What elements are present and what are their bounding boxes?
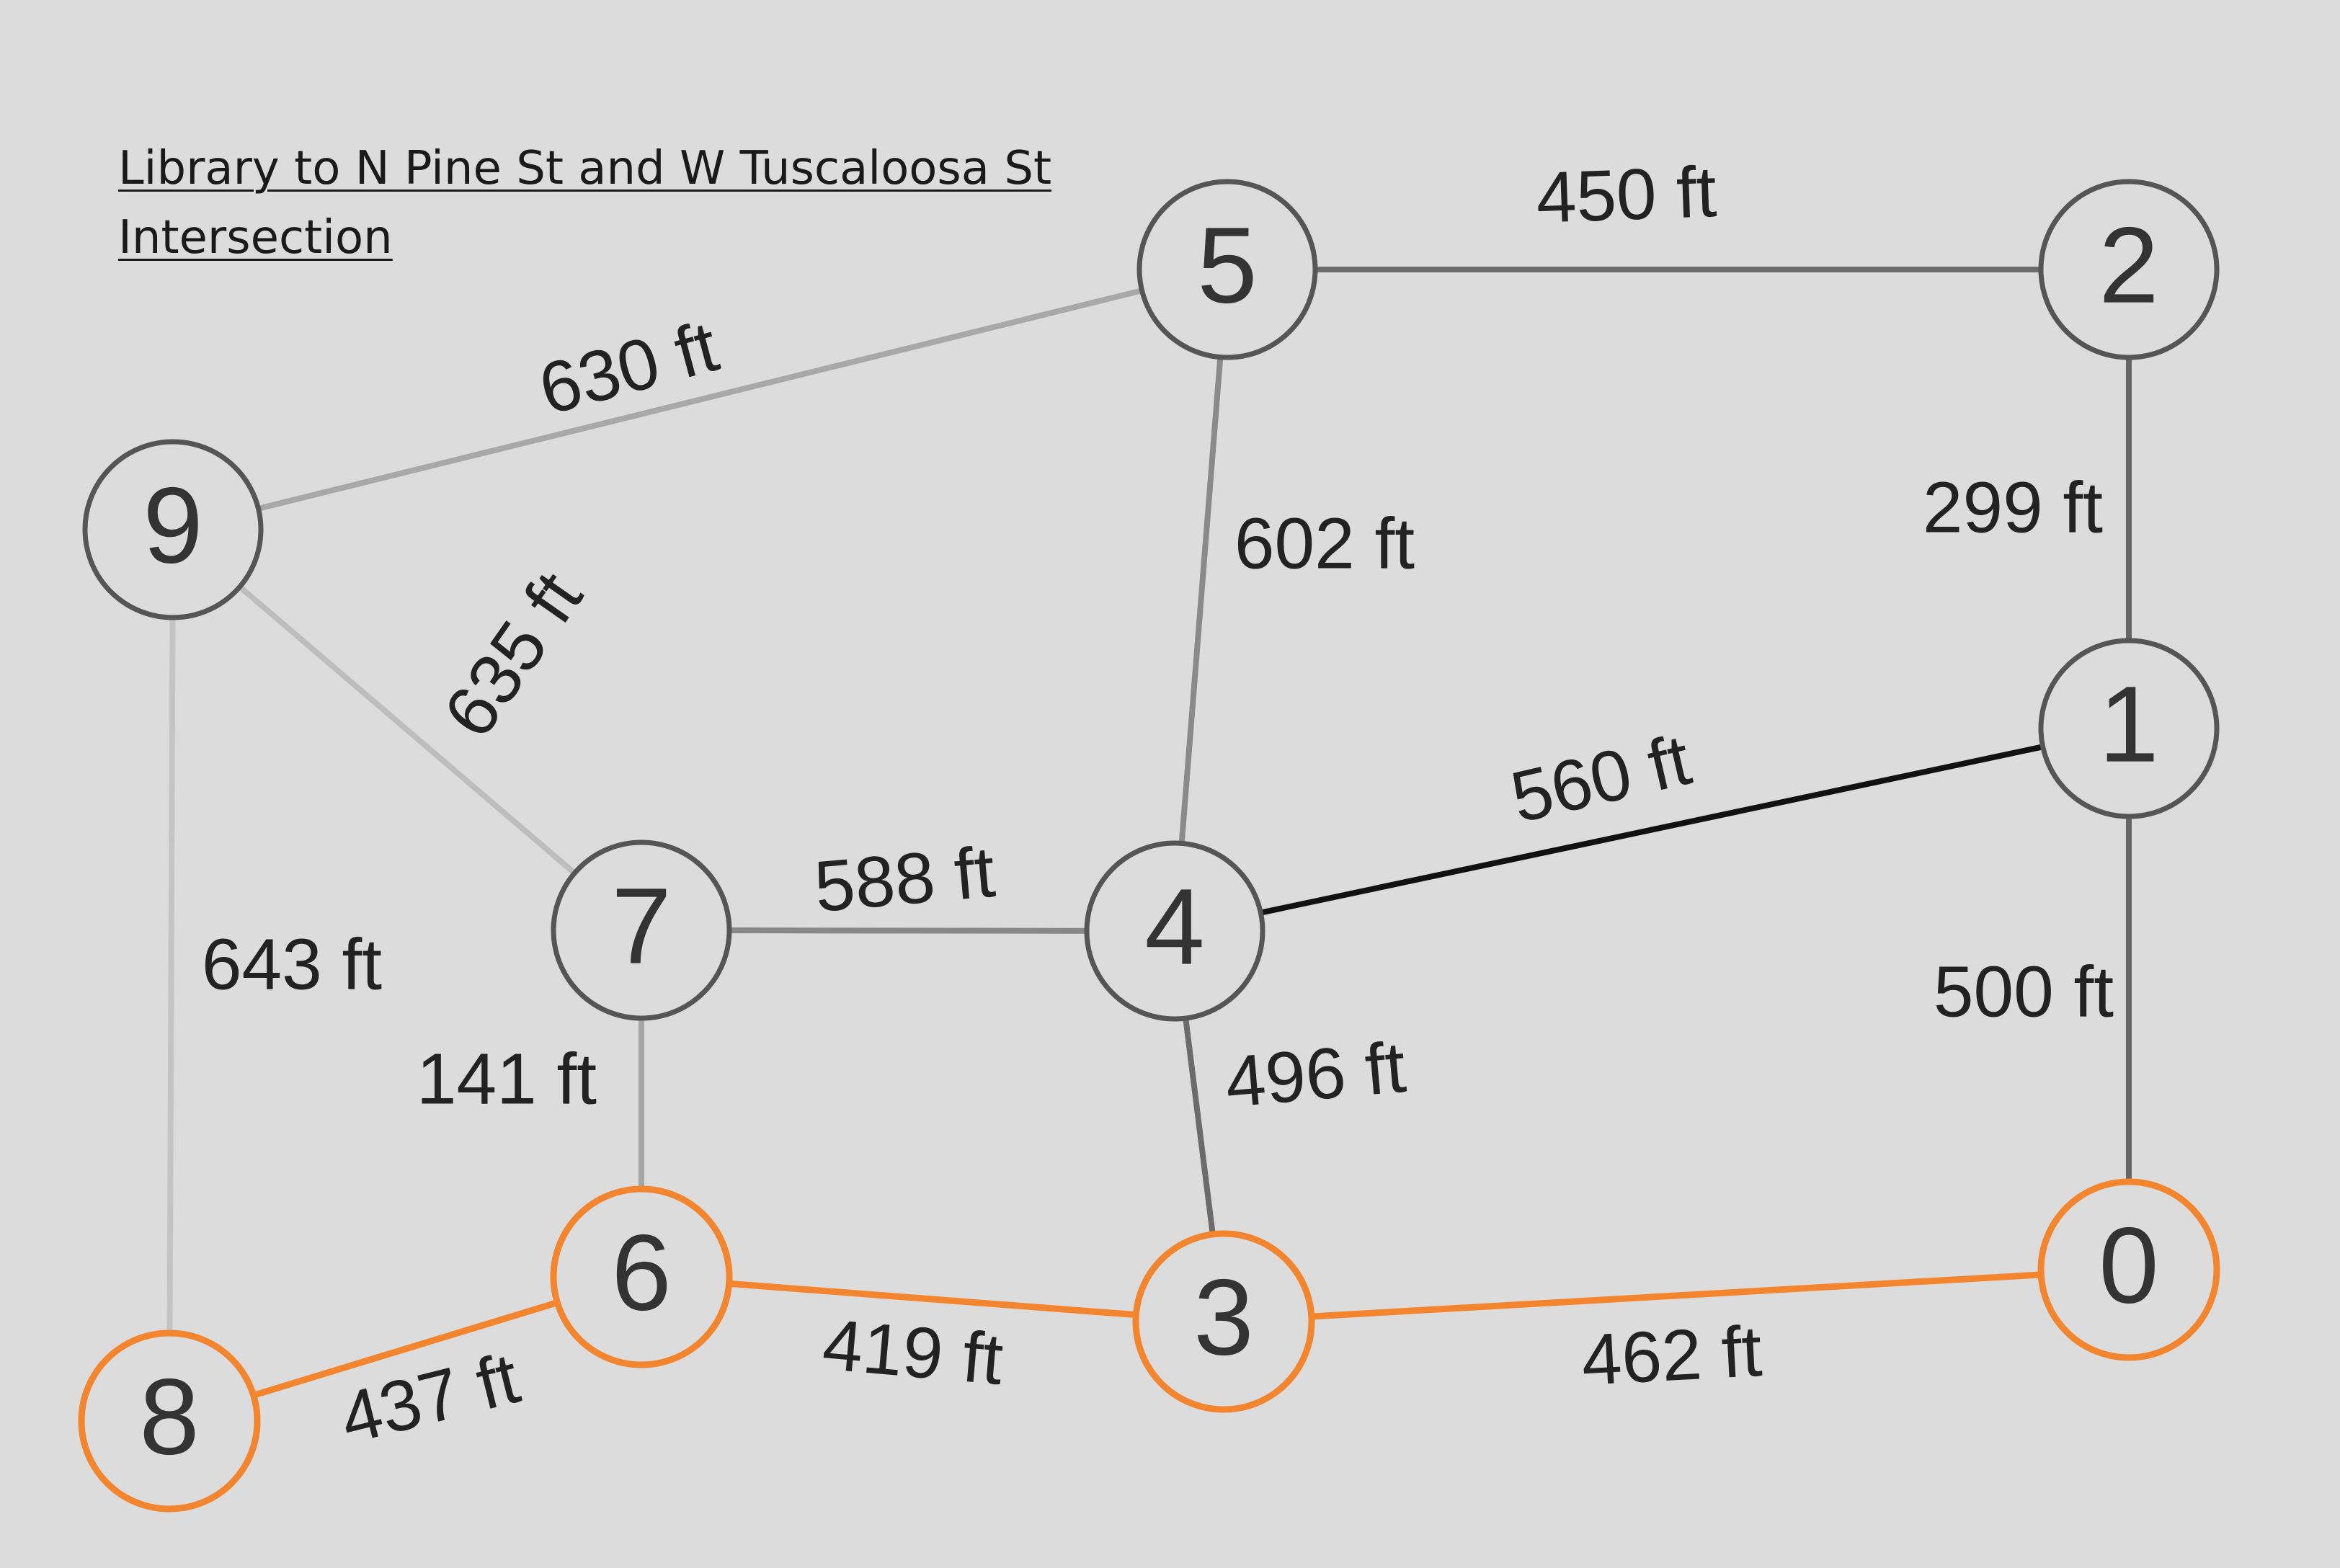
node-0: 0: [2037, 1178, 2220, 1361]
node-circle-0: [2037, 1178, 2220, 1361]
node-9: 9: [82, 439, 264, 620]
node-6: 6: [550, 1185, 733, 1368]
edge-3-0: [1308, 1271, 2045, 1320]
edge-label-5-4: 602 ft: [1234, 503, 1415, 584]
node-5: 5: [1136, 179, 1318, 360]
edge-4-3: [1183, 1015, 1216, 1237]
edge-label-2-1: 299 ft: [1923, 467, 2103, 548]
node-layer: 0 1 2 3 4 5 6 7 8 9: [78, 179, 2220, 1513]
node-label-3: 3: [1193, 1257, 1253, 1378]
edge-label-7-6: 141 ft: [417, 1038, 597, 1119]
edge-layer: [166, 267, 2132, 1399]
node-circle-3: [1132, 1230, 1315, 1413]
edge-label-3-0: 462 ft: [1580, 1311, 1764, 1401]
edge-8-6: [250, 1299, 561, 1399]
node-label-1: 1: [2099, 664, 2158, 785]
title-line-2: Intersection: [118, 211, 393, 264]
node-4: 4: [1084, 840, 1265, 1022]
edge-label-4-1: 560 ft: [1504, 719, 1698, 838]
node-2: 2: [2038, 179, 2220, 360]
edge-label-7-4: 588 ft: [811, 832, 998, 927]
node-7: 7: [551, 839, 732, 1021]
diagram-title: Library to N Pine St and W Tuscaloosa St…: [118, 134, 1163, 272]
edge-5-4: [1178, 354, 1224, 847]
edge-4-1: [1258, 744, 2046, 916]
node-label-0: 0: [2099, 1205, 2158, 1326]
edge-label-6-3: 419 ft: [819, 1304, 1006, 1400]
node-label-5: 5: [1197, 205, 1257, 326]
node-label-8: 8: [139, 1356, 199, 1477]
node-label-9: 9: [143, 465, 203, 586]
edge-label-9-8: 643 ft: [202, 924, 382, 1004]
edge-9-8: [166, 614, 176, 1337]
node-circle-4: [1084, 840, 1265, 1022]
node-circle-8: [78, 1329, 261, 1513]
node-circle-6: [550, 1185, 733, 1368]
edge-9-7: [236, 584, 578, 876]
edge-label-9-5: 630 ft: [531, 306, 726, 430]
node-8: 8: [78, 1329, 261, 1513]
edge-9-5: [255, 288, 1145, 512]
edge-label-8-6: 437 ft: [332, 1337, 527, 1459]
node-label-7: 7: [611, 865, 671, 986]
edge-6-3: [726, 1280, 1139, 1319]
node-label-2: 2: [2099, 205, 2158, 326]
edge-7-4: [726, 927, 1090, 934]
node-label-4: 4: [1144, 866, 1204, 987]
node-3: 3: [1132, 1230, 1315, 1413]
node-circle-9: [82, 439, 264, 620]
node-circle-2: [2038, 179, 2220, 360]
node-1: 1: [2038, 638, 2220, 819]
node-circle-7: [551, 839, 732, 1021]
edge-label-5-2: 450 ft: [1535, 151, 1718, 239]
node-label-6: 6: [611, 1212, 671, 1333]
edge-label-9-7: 635 ft: [428, 558, 597, 752]
edge-label-4-3: 496 ft: [1222, 1027, 1409, 1123]
node-circle-5: [1136, 179, 1318, 360]
edge-label-1-0: 500 ft: [1934, 951, 2114, 1032]
title-line-1: Library to N Pine St and W Tuscaloosa St: [118, 142, 1052, 195]
node-circle-1: [2038, 638, 2220, 819]
